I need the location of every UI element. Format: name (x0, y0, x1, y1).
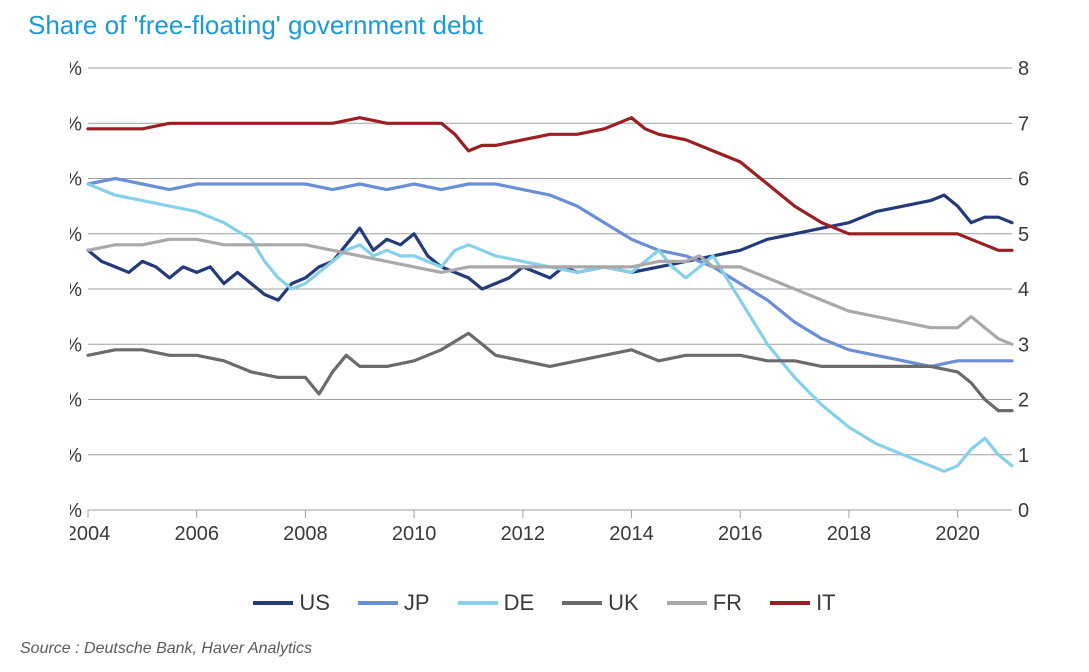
y-tick-label-left: 50% (70, 224, 82, 246)
x-tick-label: 2004 (70, 523, 110, 545)
x-tick-label: 2020 (935, 523, 980, 545)
chart-container: Share of 'free-floating' government debt… (0, 0, 1089, 672)
legend-swatch (667, 601, 707, 605)
legend-item-IT: IT (770, 590, 836, 616)
legend-label: DE (504, 590, 535, 616)
y-tick-label-right: 40% (1018, 279, 1030, 301)
legend-label: IT (816, 590, 836, 616)
y-tick-label-left: 20% (70, 390, 82, 412)
legend-label: UK (608, 590, 639, 616)
legend-swatch (358, 601, 398, 605)
y-tick-label-right: 70% (1018, 113, 1030, 135)
series-DE (88, 184, 1012, 471)
x-tick-label: 2018 (827, 523, 872, 545)
y-tick-label-right: 10% (1018, 445, 1030, 467)
legend-item-FR: FR (667, 590, 742, 616)
y-tick-label-left: 30% (70, 334, 82, 356)
series-US (88, 195, 1012, 300)
chart-title: Share of 'free-floating' government debt (28, 10, 483, 41)
x-tick-label: 2014 (609, 523, 654, 545)
y-tick-label-left: 40% (70, 279, 82, 301)
y-tick-label-right: 60% (1018, 169, 1030, 191)
y-tick-label-right: 0% (1018, 500, 1030, 522)
x-tick-label: 2008 (283, 523, 328, 545)
legend-item-DE: DE (458, 590, 535, 616)
legend-swatch (458, 601, 498, 605)
chart-plot-area: 0% 0% 10% 10% 20% 20% 30% 30% 40% 40% 50% 50% 60% 60%… (70, 60, 1030, 550)
y-tick-label-right: 30% (1018, 334, 1030, 356)
x-tick-label: 2010 (392, 523, 437, 545)
source-text: Source : Deutsche Bank, Haver Analytics (20, 640, 312, 658)
chart-svg: 0% 0% 10% 10% 20% 20% 30% 30% 40% 40% 50% 50% 60% 60%… (70, 60, 1030, 560)
legend-swatch (253, 601, 293, 605)
legend-item-UK: UK (562, 590, 639, 616)
y-tick-label-left: 10% (70, 445, 82, 467)
y-tick-label-left: 60% (70, 169, 82, 191)
legend-label: JP (404, 590, 430, 616)
x-tick-label: 2006 (174, 523, 219, 545)
x-tick-label: 2012 (501, 523, 545, 545)
legend-label: US (299, 590, 330, 616)
y-tick-label-right: 50% (1018, 224, 1030, 246)
legend-item-JP: JP (358, 590, 430, 616)
legend-label: FR (713, 590, 742, 616)
series-FR (88, 239, 1012, 344)
series-JP (88, 179, 1012, 367)
y-tick-label-left: 80% (70, 60, 82, 80)
legend-item-US: US (253, 590, 330, 616)
legend-swatch (562, 601, 602, 605)
y-tick-label-right: 80% (1018, 60, 1030, 80)
legend: US JP DE UK FR IT (0, 590, 1089, 616)
x-tick-label: 2016 (718, 523, 763, 545)
legend-swatch (770, 601, 810, 605)
y-tick-label-right: 20% (1018, 390, 1030, 412)
y-tick-label-left: 70% (70, 113, 82, 135)
series-UK (88, 333, 1012, 410)
y-tick-label-left: 0% (70, 500, 82, 522)
